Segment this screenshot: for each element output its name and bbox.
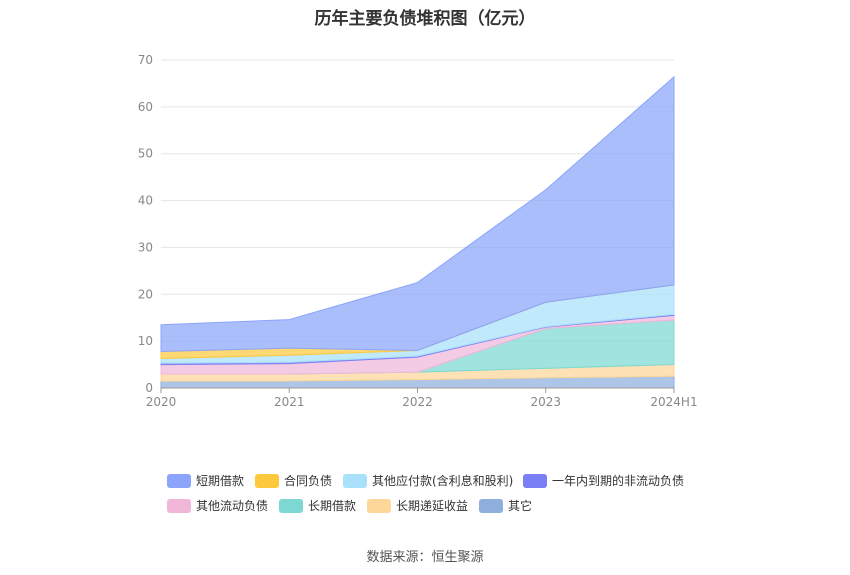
legend-item[interactable]: 长期借款 [279, 497, 356, 514]
legend-swatch [523, 473, 547, 488]
axes: 0 10 20 30 40 50 60 70 2020 2021 2022 2023 2024H1 [138, 53, 698, 409]
y-tick-label: 50 [138, 147, 153, 161]
legend-label: 合同负债 [284, 474, 333, 488]
legend-swatch [343, 473, 367, 488]
legend-swatch [367, 498, 391, 513]
legend-item[interactable]: 其他应付款(含利息和股利) [343, 472, 513, 489]
legend-swatch [279, 498, 303, 513]
y-tick-label: 70 [138, 53, 153, 67]
x-tick-label: 2021 [274, 395, 305, 409]
legend-label: 长期递延收益 [396, 499, 469, 513]
y-tick-label: 40 [138, 194, 153, 208]
legend-item[interactable]: 短期借款 [167, 472, 244, 489]
x-tick-label: 2024H1 [650, 395, 697, 409]
legend-item[interactable]: 长期递延收益 [367, 497, 468, 514]
legend-swatch [167, 473, 191, 488]
legend-label: 其他流动负债 [196, 499, 269, 513]
legend-label: 其它 [508, 499, 533, 513]
legend-label: 其他应付款(含利息和股利) [372, 474, 514, 488]
stacked-area-chart: 0 10 20 30 40 50 60 70 2020 2021 2022 2023 2024H1 [138, 53, 698, 409]
x-tick-label: 2020 [146, 395, 177, 409]
legend-label: 一年内到期的非流动负债 [552, 474, 685, 488]
y-tick-label: 60 [138, 100, 153, 114]
legend-item[interactable]: 合同负债 [255, 472, 332, 489]
area-series [160, 75, 675, 389]
legend-item[interactable]: 一年内到期的非流动负债 [523, 472, 684, 489]
x-tick-label: 2022 [402, 395, 433, 409]
legend-swatch [479, 498, 503, 513]
legend-item[interactable]: 其他流动负债 [167, 497, 268, 514]
y-tick-label: 0 [145, 381, 153, 395]
legend-swatch [255, 473, 279, 488]
area-series-7 [160, 75, 675, 352]
legend-label: 长期借款 [308, 499, 357, 513]
x-tick-label: 2023 [530, 395, 561, 409]
y-tick-label: 30 [138, 240, 153, 254]
chart-title: 历年主要负债堆积图（亿元） [314, 9, 536, 29]
y-tick-label: 10 [138, 334, 153, 348]
data-source-note: 数据来源：恒生聚源 [366, 550, 484, 565]
legend-swatch [167, 498, 191, 513]
y-tick-label: 20 [138, 287, 153, 301]
legend-item[interactable]: 其它 [479, 497, 532, 514]
legend-label: 短期借款 [196, 474, 245, 488]
